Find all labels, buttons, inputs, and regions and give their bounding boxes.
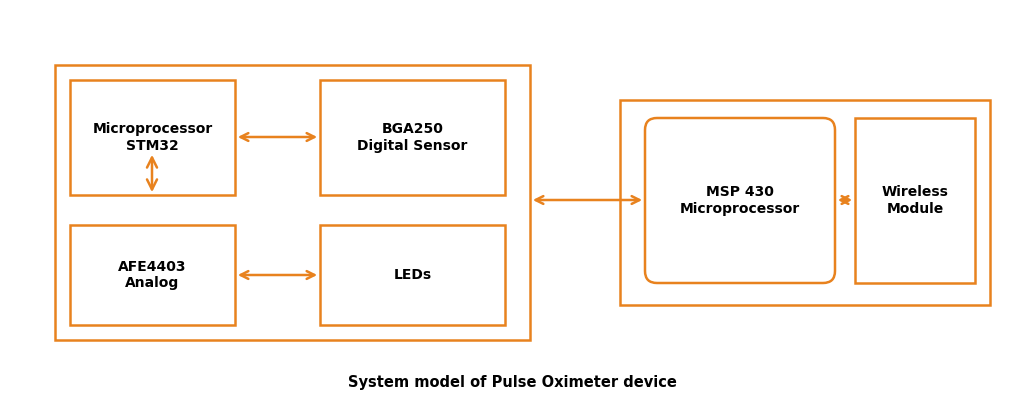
Text: MSP 430
Microprocessor: MSP 430 Microprocessor <box>680 185 800 215</box>
Bar <box>319 225 505 325</box>
Text: LEDs: LEDs <box>393 268 431 282</box>
Bar <box>855 118 975 283</box>
Text: Microprocessor
STM32: Microprocessor STM32 <box>92 122 213 153</box>
FancyBboxPatch shape <box>645 118 835 283</box>
Bar <box>319 80 505 195</box>
Bar <box>55 65 530 340</box>
Bar <box>70 80 234 195</box>
Text: Wireless
Module: Wireless Module <box>882 185 948 215</box>
Bar <box>70 225 234 325</box>
Text: BGA250
Digital Sensor: BGA250 Digital Sensor <box>357 122 468 153</box>
Text: System model of Pulse Oximeter device: System model of Pulse Oximeter device <box>347 375 677 390</box>
Bar <box>620 100 990 305</box>
Text: AFE4403
Analog: AFE4403 Analog <box>118 260 186 290</box>
